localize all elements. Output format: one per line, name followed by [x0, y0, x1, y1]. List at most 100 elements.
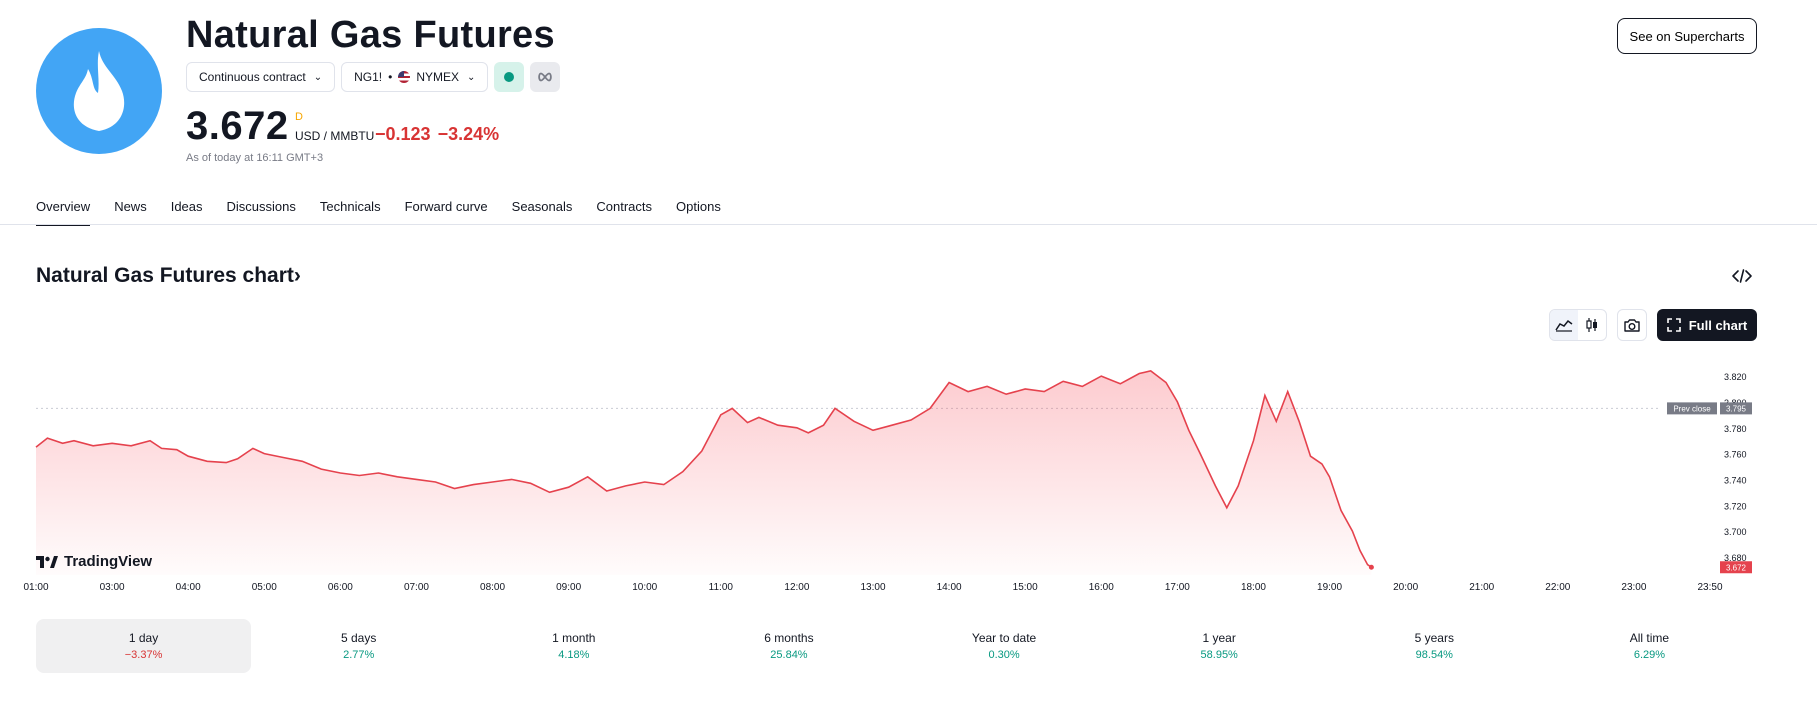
- area-chart-button[interactable]: [1550, 310, 1578, 340]
- full-chart-label: Full chart: [1688, 317, 1748, 333]
- y-tick-label: 3.720: [1724, 501, 1747, 511]
- continuous-indicator[interactable]: [530, 62, 561, 92]
- price-change: −0.123 −3.24%: [375, 124, 499, 145]
- flame-icon: [73, 51, 125, 131]
- x-tick-label: 06:00: [328, 582, 353, 593]
- prev-close-label: Prev close: [1673, 404, 1711, 413]
- full-chart-button[interactable]: Full chart: [1657, 309, 1757, 341]
- x-tick-label: 20:00: [1393, 582, 1418, 593]
- period-label: 1 month: [552, 631, 596, 645]
- tab-bar: Overview News Ideas Discussions Technica…: [36, 199, 745, 226]
- y-tick-label: 3.820: [1724, 372, 1747, 382]
- x-tick-label: 14:00: [937, 582, 962, 593]
- last-price: 3.672: [186, 104, 289, 148]
- period-1-year[interactable]: 1 year 58.95%: [1112, 619, 1327, 673]
- period-value: 98.54%: [1415, 649, 1453, 661]
- x-tick-label: 03:00: [100, 582, 125, 593]
- symbol-logo: [36, 28, 162, 154]
- x-tick-label: 08:00: [480, 582, 505, 593]
- x-tick-label: 05:00: [252, 582, 277, 593]
- price-line: [35, 370, 1372, 568]
- x-tick-label: 15:00: [1013, 582, 1038, 593]
- symbol-exchange-dropdown[interactable]: NG1! • NYMEX ⌄: [341, 62, 489, 92]
- period-value: 0.30%: [988, 649, 1020, 661]
- snapshot-button[interactable]: [1617, 309, 1647, 341]
- x-tick-label: 22:00: [1545, 582, 1570, 593]
- market-open-status[interactable]: [494, 62, 525, 92]
- price-area-fill: [36, 370, 1372, 575]
- period-label: 6 months: [764, 631, 814, 645]
- camera-icon: [1624, 318, 1640, 332]
- period-value: 2.77%: [343, 649, 375, 661]
- period-1-month[interactable]: 1 month 4.18%: [466, 619, 681, 673]
- period-5-days[interactable]: 5 days 2.77%: [251, 619, 466, 673]
- prev-close-badge: Prev close 3.795: [1667, 402, 1752, 415]
- see-on-supercharts-button[interactable]: See on Supercharts: [1617, 18, 1757, 54]
- last-price-marker: [1368, 564, 1374, 570]
- contract-dropdown[interactable]: Continuous contract ⌄: [186, 62, 336, 92]
- exchange-name: NYMEX: [416, 70, 460, 84]
- tradingview-brand: TradingView: [36, 553, 152, 570]
- price-flag: D: [295, 111, 303, 123]
- area-chart-icon: [1555, 319, 1573, 332]
- embed-code-button[interactable]: [1731, 266, 1753, 286]
- tab-seasonals[interactable]: Seasonals: [511, 199, 573, 214]
- period-value: −3.37%: [124, 649, 163, 661]
- x-tick-label: 23:00: [1621, 582, 1646, 593]
- period-6-months[interactable]: 6 months 25.84%: [681, 619, 896, 673]
- x-tick-label: 17:00: [1165, 582, 1190, 593]
- chevron-down-icon: ⌄: [467, 71, 476, 83]
- tab-ideas[interactable]: Ideas: [170, 199, 203, 214]
- y-tick-label: 3.700: [1724, 527, 1747, 537]
- tab-forward-curve[interactable]: Forward curve: [404, 199, 488, 214]
- tab-divider: [0, 224, 1817, 225]
- status-dot-icon: [504, 72, 515, 82]
- chart-section-title[interactable]: Natural Gas Futures chart›: [36, 264, 301, 288]
- x-tick-label: 09:00: [556, 582, 581, 593]
- x-tick-label: 12:00: [784, 582, 809, 593]
- period-value: 25.84%: [770, 649, 808, 661]
- y-tick-label: 3.680: [1724, 553, 1747, 563]
- candles-chart-button[interactable]: [1578, 310, 1606, 340]
- period-5-years[interactable]: 5 years 98.54%: [1327, 619, 1542, 673]
- chevron-down-icon: ⌄: [313, 71, 323, 83]
- tab-news[interactable]: News: [114, 199, 147, 214]
- last-price-value: 3.672: [1726, 563, 1747, 572]
- tab-contracts[interactable]: Contracts: [596, 199, 653, 214]
- y-tick-label: 3.780: [1724, 424, 1747, 434]
- chart-style-toggle: [1549, 309, 1607, 341]
- x-tick-label: 18:00: [1241, 582, 1266, 593]
- change-pct: −3.24%: [437, 124, 500, 144]
- x-tick-label: 19:00: [1317, 582, 1342, 593]
- x-tick-label: 16:00: [1089, 582, 1114, 593]
- price-unit: USD / MMBTU: [295, 129, 375, 143]
- x-tick-label: 21:00: [1469, 582, 1494, 593]
- tab-technicals[interactable]: Technicals: [319, 199, 381, 214]
- period-value: 58.95%: [1200, 649, 1238, 661]
- symbol-ticker: NG1!: [354, 70, 383, 84]
- period-all-time[interactable]: All time 6.29%: [1542, 619, 1757, 673]
- x-tick-label: 23:50: [1697, 582, 1722, 593]
- period-value: 4.18%: [558, 649, 590, 661]
- embed-code-icon: [1732, 269, 1752, 283]
- last-price-badge: 3.672: [1720, 561, 1752, 574]
- tab-discussions[interactable]: Discussions: [226, 199, 296, 214]
- chart-title-text: Natural Gas Futures chart: [36, 264, 294, 287]
- y-tick-label: 3.760: [1724, 450, 1747, 460]
- x-tick-label: 10:00: [632, 582, 657, 593]
- period-year-to-date[interactable]: Year to date 0.30%: [897, 619, 1112, 673]
- x-tick-label: 04:00: [176, 582, 201, 593]
- period-label: 5 years: [1414, 631, 1454, 645]
- tab-options[interactable]: Options: [676, 199, 721, 214]
- as-of-timestamp: As of today at 16:11 GMT+3: [186, 152, 324, 164]
- chevron-right-icon: ›: [293, 264, 301, 287]
- infinity-icon: [538, 72, 553, 82]
- price-chart[interactable]: 3.8203.8003.7803.7603.7403.7203.7003.680…: [0, 350, 1817, 595]
- change-abs: −0.123: [375, 124, 431, 144]
- period-1-day[interactable]: 1 day −3.37%: [36, 619, 252, 673]
- tradingview-brand-text: TradingView: [64, 553, 153, 570]
- x-tick-label: 07:00: [404, 582, 429, 593]
- period-value: 6.29%: [1633, 649, 1666, 661]
- separator-dot: •: [388, 70, 393, 84]
- tab-overview[interactable]: Overview: [36, 199, 91, 226]
